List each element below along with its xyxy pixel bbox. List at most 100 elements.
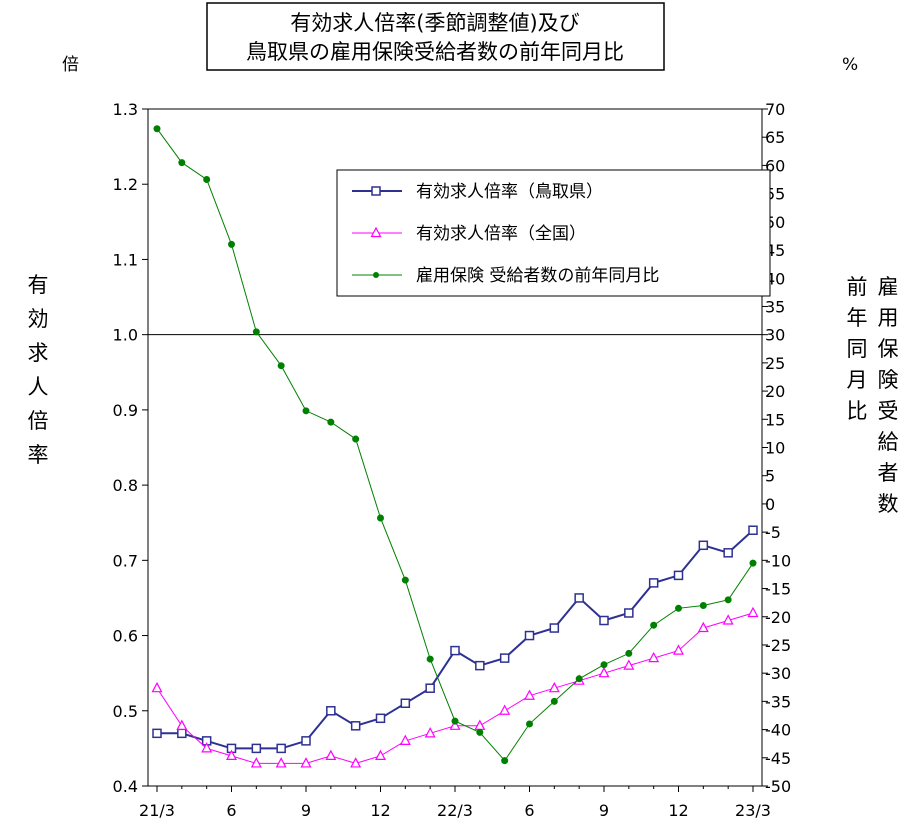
right-axis-label: 雇用保険受給者数 前年同月比 [847,275,899,516]
left-tick-label: 0.9 [113,401,138,420]
point-insurance [575,675,583,683]
point-tottori [648,578,659,588]
point-tottori [624,608,634,618]
point-insurance [426,655,434,663]
point-tottori [350,721,361,731]
point-insurance [476,728,484,736]
point-tottori [748,525,758,535]
point-tottori [400,698,411,709]
point-tottori [301,736,311,746]
point-insurance [302,407,310,415]
point-insurance [252,328,260,336]
point-national [524,689,535,700]
right-axis-label-char: 保 [878,337,899,361]
right-tick-label: 35 [765,297,785,316]
right-tick-label: 25 [765,354,785,373]
legend: 有効求人倍率（鳥取県） 有効求人倍率（全国） 雇用保険 受給者数の前年同月比 [336,169,771,297]
point-insurance [749,559,757,567]
left-tick-label: 0.8 [113,476,138,495]
right-axis-label-char: 数 [878,492,899,516]
right-tick-label: -35 [765,692,791,711]
right-tick-label: -10 [765,551,791,570]
point-national [350,757,362,768]
point-insurance [377,514,384,522]
point-insurance [203,176,211,184]
legend-label: 有効求人倍率（全国） [416,224,586,244]
point-national [375,749,386,761]
point-national [201,742,213,753]
point-tottori [375,713,386,724]
point-insurance [327,418,335,426]
point-national [151,681,163,693]
point-tottori [152,728,162,739]
point-national [300,757,312,768]
point-insurance [600,661,608,669]
point-national [673,644,684,655]
legend-marker [373,272,379,278]
right-axis-label-char: 用 [878,306,899,330]
point-tottori [475,660,485,671]
point-national [275,757,287,768]
point-insurance [550,697,558,705]
right-tick-label: -20 [765,608,791,627]
right-axis-label-char: 険 [878,368,899,392]
point-insurance [526,720,533,728]
left-tick-label: 1.0 [113,326,138,345]
title-line-1: 有効求人倍率(季節調整値)及び [290,11,579,35]
right-axis-label-char: 受 [878,399,899,423]
x-tick-label: 23/3 [735,801,771,820]
legend-label: 有効求人倍率（鳥取県） [416,182,603,202]
left-axis-label: 有効求人倍率 [28,273,49,467]
right-tick-label: 20 [765,382,785,401]
left-tick-label: 1.2 [113,175,138,194]
x-tick-label: 6 [226,801,236,820]
right-tick-label: 65 [765,128,785,147]
point-tottori [698,540,709,551]
left-tick-label: 0.5 [113,702,138,721]
right-axis-label-char: 雇 [878,275,899,299]
right-axis-label-char: 比 [847,399,868,423]
left-axis-label-char: 求 [28,341,49,365]
point-insurance [228,240,235,248]
point-national [399,734,411,745]
x-tick-label: 12 [370,801,390,820]
right-axis-label-char: 給 [878,430,899,454]
x-tick-label: 21/3 [139,801,175,820]
left-tick-label: 0.7 [113,551,138,570]
x-tick-label: 9 [599,801,609,820]
right-tick-label: 70 [765,100,785,119]
point-tottori [673,570,684,581]
x-tick-label: 9 [301,801,311,820]
point-insurance [625,649,633,657]
right-tick-label: -30 [765,664,791,683]
point-tottori [326,706,336,716]
right-axis-label-char: 前 [847,275,868,299]
left-axis-label-char: 人 [28,375,49,399]
right-tick-label: 0 [765,495,775,514]
left-axis-unit: 倍 [62,55,79,75]
point-national [474,719,486,730]
title-box [206,2,665,71]
point-national [499,704,511,715]
point-tottori [276,743,286,754]
point-tottori [549,623,560,633]
legend-marker [371,186,381,196]
point-national [623,659,635,670]
point-insurance [451,717,459,725]
point-tottori [599,615,609,626]
right-tick-label: -50 [765,777,791,796]
point-tottori [450,645,460,656]
series-line-2 [156,612,754,764]
title-line-2: 鳥取県の雇用保険受給者数の前年同月比 [246,40,624,64]
point-national [325,749,337,761]
right-axis-label-char: 年 [847,306,868,330]
right-tick-label: 15 [765,410,785,429]
point-national [548,681,560,693]
right-tick-label: -40 [765,721,791,740]
point-national [449,719,461,730]
point-tottori [723,548,733,558]
point-tottori [425,683,435,693]
series-line-1 [157,529,754,750]
point-insurance [401,576,409,584]
